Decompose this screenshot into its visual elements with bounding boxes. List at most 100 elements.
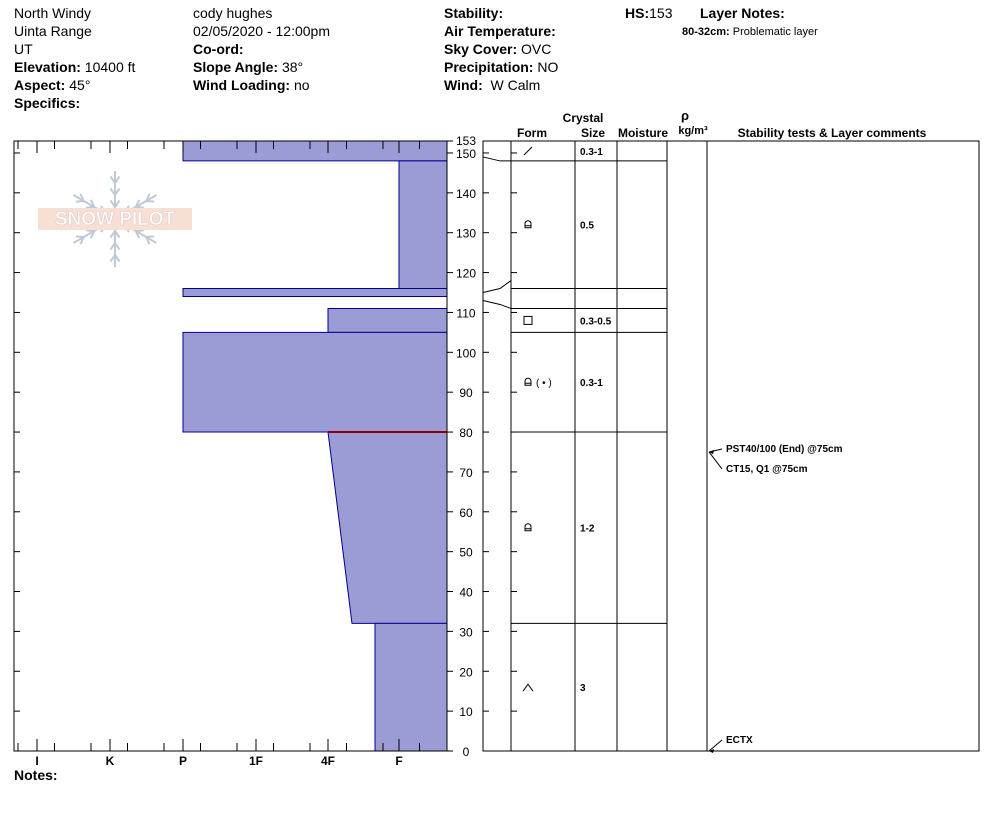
airtemp-label: Air Temperature: (444, 23, 556, 39)
rounded-grain-icon (524, 523, 532, 532)
form-header: Form (517, 126, 547, 140)
flake-branch (145, 193, 151, 202)
layer-notes: Layer Notes: (700, 4, 785, 22)
notes-label: Notes: (14, 767, 58, 783)
elevation-value: 10400 ft (84, 59, 136, 75)
arrow-icon (709, 449, 714, 454)
y-tick-label: 0 (463, 745, 470, 759)
y-tick-label: 150 (456, 147, 476, 161)
flake-branch (89, 230, 96, 239)
hardness-layer (327, 431, 448, 624)
stability-tests: PST40/100 (End) @75cm CT15, Q1 @75cm ECTX (708, 444, 843, 753)
hardness-layer (182, 140, 448, 162)
sky-value: OVC (521, 41, 552, 57)
flake-branch (89, 199, 96, 208)
flake-branch (86, 206, 95, 209)
state: UT (14, 41, 33, 57)
stability: Stability: (444, 4, 503, 22)
moisture-header: Moisture (618, 126, 668, 140)
y-tick-label: 120 (456, 267, 476, 281)
size-header: Size (581, 126, 605, 140)
crystal-size: 0.3-1 (580, 378, 603, 389)
snowpilot-logo: SNOW PILOT (38, 171, 192, 267)
flake-branch (135, 229, 144, 232)
layer-note: 80-32cm: Problematic layer (682, 23, 818, 41)
mixed-form-icon: ( • ) (536, 378, 552, 389)
location: North Windy (14, 5, 92, 21)
stability-label: Stability: (444, 5, 504, 21)
crystal-size: 0.3-0.5 (580, 316, 612, 327)
y-tick-label: 90 (459, 386, 473, 400)
hardness-plot-frame (13, 140, 448, 752)
hardness-layer (398, 160, 448, 290)
test-label: PST40/100 (End) @75cm (726, 444, 843, 455)
rounded-grain-icon (524, 220, 532, 229)
flake-branch (109, 254, 116, 263)
flake-branch (114, 199, 121, 208)
aspect-value: 45° (69, 77, 91, 93)
precipitation: Precipitation: NO (444, 58, 558, 76)
coord: Co-ord: (193, 40, 244, 58)
crystal-header: Crystal (563, 111, 604, 125)
sky-cover: Sky Cover: OVC (444, 40, 551, 58)
y-tick-label: 30 (459, 625, 473, 639)
y-tick-label: 40 (459, 586, 473, 600)
sky-label: Sky Cover: (444, 41, 518, 57)
layer-note-range: 80-32cm: (682, 26, 730, 38)
flake-branch (134, 199, 141, 208)
observer: cody hughes (193, 5, 273, 21)
flake-branch (79, 193, 85, 202)
crystal-size: 3 (580, 683, 586, 694)
y-tick-label: 60 (459, 506, 473, 520)
chart-frames (13, 140, 980, 752)
density-symbol: ρ (681, 108, 689, 123)
wind-value: W Calm (490, 77, 541, 93)
datetime: 02/05/2020 - 12:00pm (193, 23, 330, 39)
hardness-layers (182, 140, 448, 752)
flake-branch (79, 236, 85, 245)
boundary-connector (482, 280, 512, 293)
range: Uinta Range (14, 23, 92, 39)
elevation: Elevation: 10400 ft (14, 58, 135, 76)
hs-value: 153 (649, 5, 673, 21)
logo-text: SNOW PILOT (55, 209, 176, 230)
rounded-grain-icon (524, 377, 532, 386)
crystal-size: 0.3-1 (580, 147, 603, 158)
hardness-layer (374, 622, 448, 752)
y-tick-label: 20 (459, 665, 473, 679)
elevation-label: Elevation: (14, 59, 81, 75)
x-tick-label: P (179, 754, 187, 768)
wind-label: Wind: (444, 77, 483, 93)
flake-branch (146, 200, 155, 203)
slope: Slope Angle: 38° (193, 58, 303, 76)
test-pointer (708, 739, 723, 752)
flake-branch (109, 242, 116, 251)
flake-branch (134, 230, 141, 239)
y-tick-label: 10 (459, 705, 473, 719)
crystal-size: 1-2 (580, 524, 595, 535)
flake-branch (75, 235, 84, 238)
flake-branch (114, 242, 121, 251)
y-tick-label: 80 (459, 426, 473, 440)
crystal-table: 0.3-1 0.5 0.3-0.5 ( • ) 0.3-1 1-2 3 (482, 140, 667, 694)
y-tick-label: 100 (456, 346, 476, 360)
hardness-layer (327, 307, 448, 333)
flake-branch (75, 200, 84, 203)
hardness-layer (182, 331, 448, 433)
y-tick-label: 110 (456, 306, 475, 320)
flake-branch (109, 230, 116, 239)
flake-branch (114, 175, 121, 184)
flake-branch (145, 236, 151, 245)
y-tick-label: 153 (456, 134, 476, 148)
decomposing-particle-icon (523, 146, 533, 156)
flake-branch (109, 187, 116, 196)
specifics: Specifics: (14, 94, 80, 112)
density-unit: kg/m³ (678, 125, 708, 137)
comments-header: Stability tests & Layer comments (738, 126, 927, 140)
depth-hoar-icon (522, 683, 534, 692)
boundary-connector (482, 156, 511, 162)
x-tick-label: K (106, 754, 115, 768)
flake-branch (109, 199, 116, 208)
windload-value: no (293, 77, 310, 93)
